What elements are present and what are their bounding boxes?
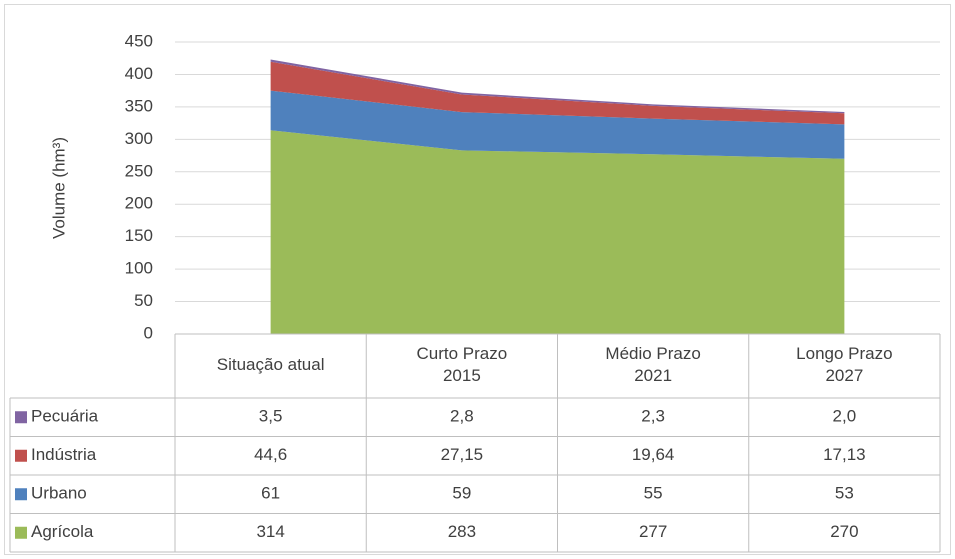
area: [270, 90, 845, 159]
legend-swatch: [15, 488, 27, 501]
table-value: 277: [639, 522, 667, 541]
legend-swatch: [15, 526, 27, 539]
y-tick-label: 0: [144, 323, 153, 342]
table-value: 17,13: [823, 445, 866, 464]
y-tick-label: 350: [125, 96, 153, 115]
area: [270, 61, 845, 125]
table-value: 314: [256, 522, 284, 541]
table-value: 270: [830, 522, 858, 541]
y-axis-label: Volume (hm³): [49, 137, 68, 239]
legend-label: Urbano: [31, 484, 87, 503]
y-tick-label: 250: [125, 161, 153, 180]
table-value: 44,6: [254, 445, 287, 464]
table-value: 2,8: [450, 407, 474, 426]
table-value: 3,5: [259, 407, 283, 426]
table-value: 283: [448, 522, 476, 541]
table-value: 2,0: [833, 407, 857, 426]
legend-swatch: [15, 449, 27, 462]
y-tick-label: 150: [125, 226, 153, 245]
x-tick-label: Longo Prazo 2027: [796, 344, 892, 385]
y-tick-label: 300: [125, 129, 153, 148]
table-value: 27,15: [441, 445, 484, 464]
y-tick-label: 450: [125, 31, 153, 50]
table-value: 55: [644, 484, 663, 503]
table-value: 19,64: [632, 445, 675, 464]
table-value: 53: [835, 484, 854, 503]
legend-swatch: [15, 411, 27, 424]
table-value: 2,3: [641, 407, 665, 426]
x-tick-label: Curto Prazo 2015: [417, 344, 508, 385]
legend-label: Indústria: [31, 445, 97, 464]
y-tick-label: 100: [125, 259, 153, 278]
area: [270, 130, 845, 334]
table-value: 59: [452, 484, 471, 503]
legend-label: Pecuária: [31, 407, 99, 426]
table-value: 61: [261, 484, 280, 503]
y-tick-label: 400: [125, 64, 153, 83]
x-tick-label: Situação atual: [217, 355, 325, 374]
y-tick-label: 200: [125, 194, 153, 213]
legend-label: Agrícola: [31, 522, 94, 541]
y-tick-label: 50: [134, 291, 153, 310]
x-tick-label: Médio Prazo 2021: [605, 344, 700, 385]
